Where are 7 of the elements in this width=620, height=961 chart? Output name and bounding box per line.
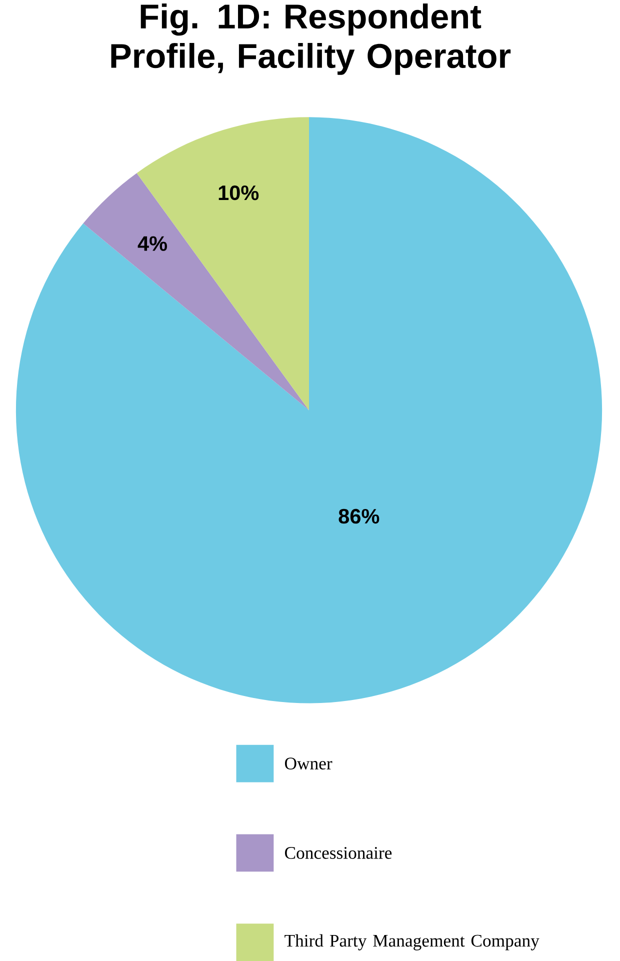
legend-label: Third Party Management Company — [284, 934, 540, 950]
legend-label: Owner — [284, 758, 332, 770]
data-label: 86% — [338, 508, 380, 524]
legend-label: Concessionaire — [284, 846, 392, 859]
data-label: 4% — [138, 236, 167, 251]
data-label: 10% — [218, 185, 259, 200]
chart-title: Fig. 1D: Respondent Profile, Facility Operator — [111, 3, 511, 75]
